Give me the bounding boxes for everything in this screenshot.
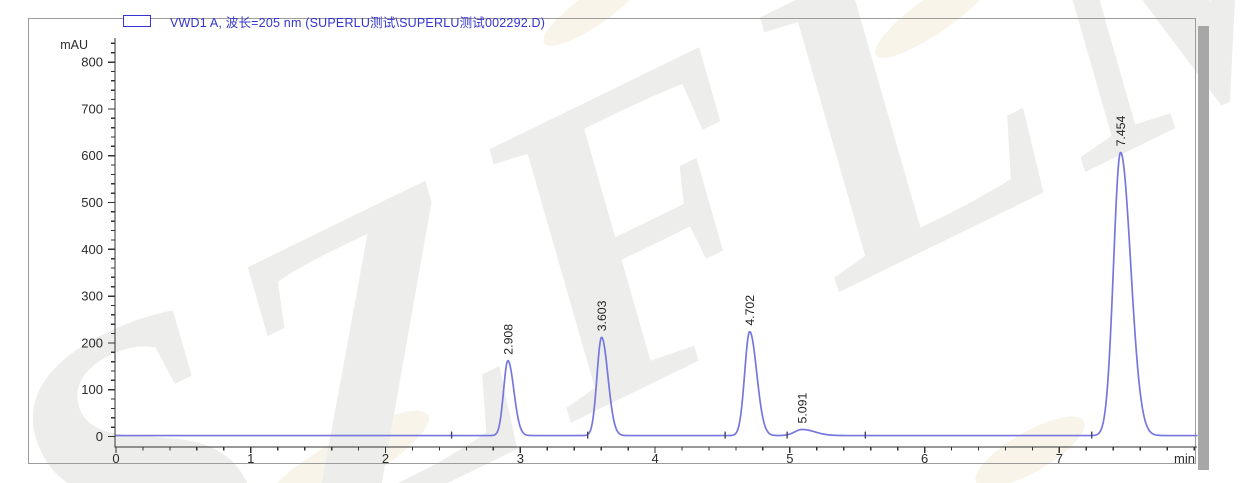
- peak-labels: 2.908 3.603 4.702 5.091 7.454: [501, 115, 1128, 423]
- x-tick-label: 3: [517, 451, 524, 466]
- frame-shadow: [1198, 26, 1209, 470]
- y-tick-label: 300: [81, 289, 103, 304]
- x-tick-label: 1: [247, 451, 254, 466]
- y-tick-label: 0: [96, 429, 103, 444]
- x-axis-title: min: [1174, 451, 1195, 466]
- y-tick-label: 100: [81, 382, 103, 397]
- peak-label: 7.454: [1114, 115, 1128, 146]
- axes: [108, 38, 1197, 453]
- x-tick-label: 4: [651, 451, 658, 466]
- signal-trace: [115, 151, 1198, 437]
- peak-label: 5.091: [796, 393, 810, 424]
- legend-label: VWD1 A, 波长=205 nm (SUPERLU测试\SUPERLU测试00…: [170, 15, 546, 30]
- peak-label: 4.702: [743, 295, 757, 326]
- x-tick-label: 6: [921, 451, 928, 466]
- x-tick-label: 0: [112, 451, 119, 466]
- peak-label: 2.908: [501, 324, 515, 355]
- y-tick-label: 700: [81, 101, 103, 116]
- y-tick-label: 600: [81, 148, 103, 163]
- legend-color-swatch: [123, 15, 151, 27]
- y-axis-title: mAU: [60, 38, 88, 52]
- y-tick-label: 400: [81, 242, 103, 257]
- y-tick-label: 500: [81, 195, 103, 210]
- y-tick-label: 800: [81, 55, 103, 70]
- plot-frame: [28, 18, 1196, 464]
- axis-labels: 0 100 200 300 400 500 600 700 800 mAU 0 1 2 3 4 5 6 7 min: [60, 38, 1195, 466]
- watermark-accent: [543, 0, 647, 46]
- x-tick-label: 7: [1056, 451, 1063, 466]
- x-tick-label: 5: [786, 451, 793, 466]
- y-tick-label: 200: [81, 335, 103, 350]
- watermark-accent: [875, 0, 995, 58]
- legend: VWD1 A, 波长=205 nm (SUPERLU测试\SUPERLU测试00…: [123, 12, 545, 30]
- watermark-accent: [975, 416, 1085, 483]
- x-tick-label: 2: [382, 451, 389, 466]
- peak-label: 3.603: [595, 300, 609, 331]
- integration-marks: [450, 431, 1093, 439]
